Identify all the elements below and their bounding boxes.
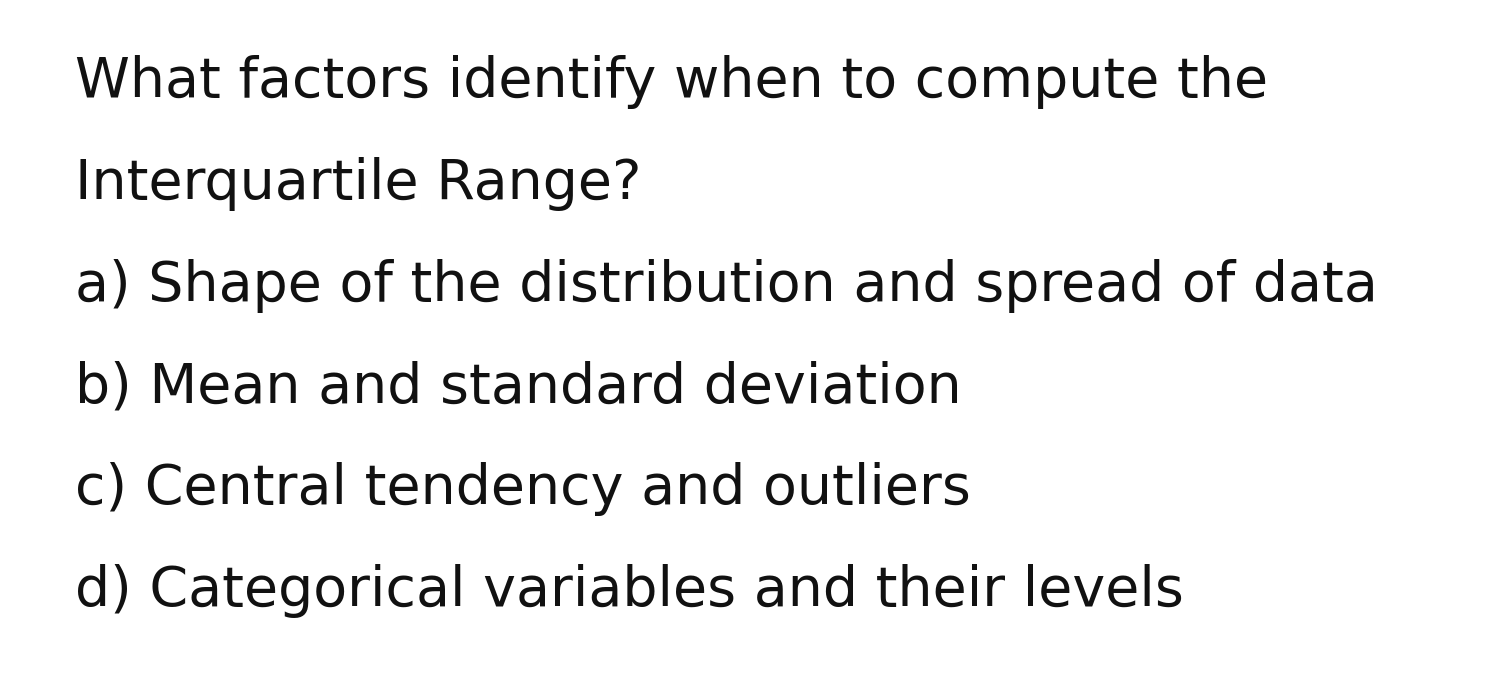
Text: d) Categorical variables and their levels: d) Categorical variables and their level… <box>75 564 1184 618</box>
Text: a) Shape of the distribution and spread of data: a) Shape of the distribution and spread … <box>75 259 1378 312</box>
Text: b) Mean and standard deviation: b) Mean and standard deviation <box>75 361 962 414</box>
Text: What factors identify when to compute the: What factors identify when to compute th… <box>75 55 1268 109</box>
Text: c) Central tendency and outliers: c) Central tendency and outliers <box>75 462 970 516</box>
Text: Interquartile Range?: Interquartile Range? <box>75 157 642 211</box>
